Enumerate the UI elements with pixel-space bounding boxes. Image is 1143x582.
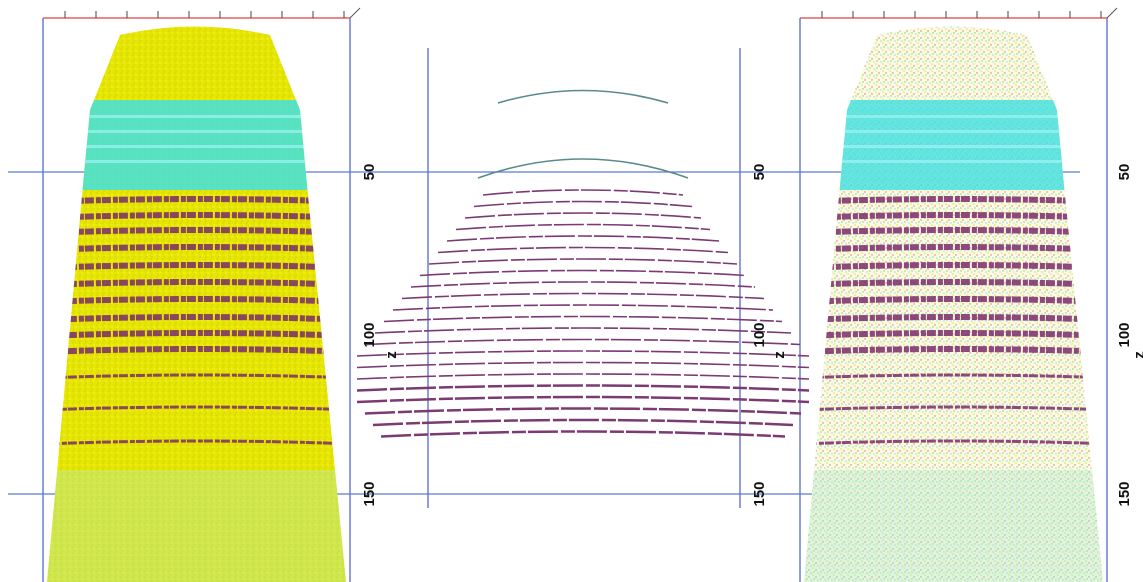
tick-label: 50 [751,164,768,181]
band-stripe [47,145,346,148]
arc [428,258,738,265]
arc [446,235,720,242]
arc [380,430,786,438]
arc [374,327,792,334]
arc [419,269,747,277]
arc [383,315,783,323]
top-axis [349,7,361,19]
axis-labels: 50 100 150 z 50 100 150 z 50 100 150 z [361,164,1143,507]
band-stripe [804,145,1103,148]
axis-label: z [1131,351,1143,359]
point-cloud [804,26,1103,582]
band-stripe [47,130,346,133]
arc [372,418,794,427]
arc [497,89,669,104]
top-axis [1106,7,1118,19]
arc [365,338,801,346]
arc [410,281,756,288]
lower-tint [804,470,1103,582]
arc [477,158,689,179]
arc [473,200,693,208]
axis-label: z [383,351,400,359]
axis-label: z [771,351,788,359]
arc [356,373,810,380]
arc [356,350,810,357]
band-stripe [47,160,346,163]
band-stripe [47,115,346,118]
tick-label: 50 [1116,164,1133,181]
lower-tint [47,470,346,582]
arc [464,212,702,219]
arc [401,292,765,300]
band-stripe [804,115,1103,118]
point-cloud [47,26,346,582]
band-stripe [804,160,1103,163]
arc [364,407,802,415]
arc [392,304,774,311]
tick-label: 150 [751,481,768,506]
arc [437,246,729,254]
arc [482,189,684,196]
tick-label: 150 [361,481,378,506]
arc [356,384,810,392]
arc [455,223,711,231]
band-stripe [804,130,1103,133]
tick-label: 100 [361,322,378,347]
tick-label: 50 [361,164,378,181]
arc [356,361,810,369]
arc [356,395,810,404]
tick-label: 100 [751,322,768,347]
tick-label: 150 [1116,481,1133,506]
tick-label: 100 [1116,322,1133,347]
